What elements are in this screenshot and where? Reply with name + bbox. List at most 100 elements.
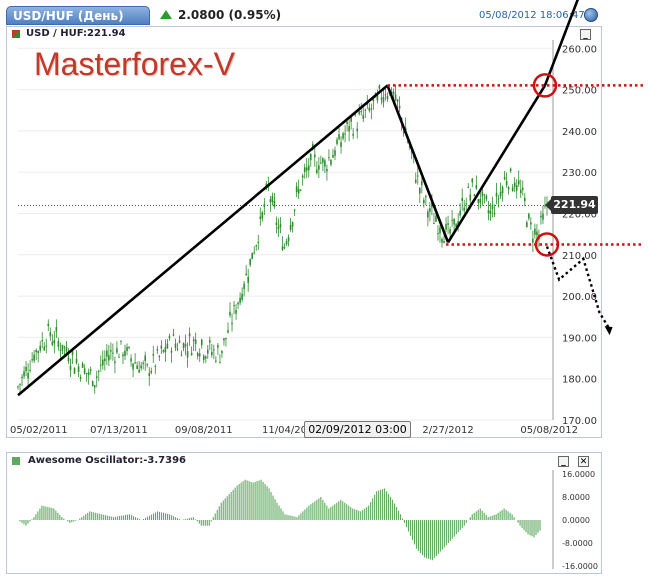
candle-body bbox=[269, 199, 272, 203]
symbol-tab[interactable]: USD/HUF (День) bbox=[6, 6, 150, 25]
candle-body bbox=[49, 332, 52, 337]
candle-body bbox=[235, 309, 237, 314]
candle-body bbox=[37, 351, 39, 353]
candle-body bbox=[53, 340, 56, 344]
candle-body bbox=[485, 195, 488, 199]
candle-body bbox=[328, 157, 330, 159]
candle-body bbox=[285, 241, 288, 245]
candle-body bbox=[170, 350, 173, 353]
candle-body bbox=[425, 196, 427, 198]
candle-body bbox=[517, 180, 520, 185]
highlight-circle bbox=[532, 73, 558, 98]
candle-body bbox=[61, 344, 64, 351]
trendline bbox=[386, 84, 450, 243]
candle-body bbox=[416, 175, 419, 177]
candle-body bbox=[346, 121, 348, 125]
candle-body bbox=[108, 355, 110, 361]
candle-body bbox=[378, 85, 381, 89]
candle-body bbox=[542, 213, 544, 220]
candle-body bbox=[461, 197, 463, 201]
candle-body bbox=[515, 185, 518, 191]
y-tick-label: 240.00 bbox=[562, 127, 597, 138]
candle-body bbox=[130, 358, 132, 362]
candle-body bbox=[505, 181, 508, 185]
candle-body bbox=[81, 363, 84, 368]
candle-body bbox=[245, 273, 247, 275]
candle-body bbox=[465, 203, 468, 205]
candle-body bbox=[344, 133, 346, 135]
candle-body bbox=[299, 189, 302, 191]
y-tick-label: 200.00 bbox=[562, 292, 597, 303]
candle-body bbox=[356, 128, 359, 132]
candle-body bbox=[441, 238, 443, 243]
candle-body bbox=[150, 370, 153, 373]
candle-body bbox=[160, 345, 163, 349]
candle-body bbox=[370, 108, 373, 110]
y-tick-label: 190.00 bbox=[562, 333, 597, 344]
candle-body bbox=[455, 223, 457, 227]
candle-body bbox=[172, 334, 175, 336]
candle-body bbox=[392, 91, 395, 95]
candle-body bbox=[528, 213, 530, 219]
candle-body bbox=[309, 154, 312, 161]
osc-y-tick-label: -16.0000 bbox=[562, 562, 598, 571]
candle-body bbox=[200, 339, 203, 346]
candle-body bbox=[174, 343, 177, 348]
candle-body bbox=[93, 385, 96, 388]
candle-body bbox=[146, 364, 149, 366]
y-tick-label: 230.00 bbox=[562, 168, 597, 179]
candle-body bbox=[386, 96, 389, 100]
candle-body bbox=[227, 330, 229, 333]
candle-body bbox=[330, 159, 332, 165]
candle-body bbox=[257, 242, 260, 244]
oscillator-minimize-button[interactable]: _ bbox=[558, 456, 569, 467]
candle-body bbox=[198, 353, 201, 357]
globe-icon[interactable] bbox=[584, 8, 598, 22]
candle-body bbox=[102, 359, 104, 366]
price-change: 2.0800 (0.95%) bbox=[178, 8, 282, 22]
candle-body bbox=[57, 340, 60, 347]
osc-y-tick-label: 0.0000 bbox=[562, 516, 590, 525]
candle-body bbox=[31, 359, 33, 361]
candle-body bbox=[322, 158, 324, 163]
oscillator-close-button[interactable]: ✕ bbox=[578, 456, 589, 467]
candle-body bbox=[259, 216, 262, 220]
candle-body bbox=[457, 221, 459, 225]
crosshair-time-label: 02/09/2012 03:00 bbox=[304, 421, 411, 438]
candle-body bbox=[114, 361, 116, 364]
candle-body bbox=[194, 339, 197, 344]
candle-body bbox=[382, 96, 385, 103]
candle-body bbox=[39, 345, 42, 351]
candle-body bbox=[29, 370, 31, 372]
candle-body bbox=[459, 210, 461, 216]
candle-body bbox=[279, 224, 282, 228]
candle-body bbox=[398, 105, 401, 109]
candle-body bbox=[479, 198, 482, 203]
candle-body bbox=[140, 365, 142, 369]
candle-body bbox=[184, 344, 187, 347]
candle-body bbox=[126, 347, 128, 352]
candle-body bbox=[499, 191, 502, 197]
candle-body bbox=[217, 345, 219, 348]
minimize-button[interactable]: _ bbox=[580, 29, 591, 40]
projection-arrowhead bbox=[604, 326, 613, 336]
candle-body bbox=[196, 352, 199, 357]
y-tick-label: 250.00 bbox=[562, 86, 597, 97]
candle-body bbox=[213, 349, 215, 351]
candle-body bbox=[192, 339, 195, 342]
candle-body bbox=[366, 103, 369, 105]
candle-body bbox=[477, 199, 480, 203]
x-tick-label: 05/02/2011 bbox=[10, 425, 68, 436]
candle-body bbox=[326, 169, 328, 172]
last-price-tag: 221.94 bbox=[545, 196, 598, 214]
candle-body bbox=[469, 194, 472, 201]
candle-body bbox=[445, 224, 447, 230]
candle-body bbox=[110, 350, 112, 352]
x-tick-label: 11/04/20 bbox=[262, 425, 307, 436]
candle-body bbox=[380, 97, 383, 100]
candle-body bbox=[511, 187, 514, 192]
candle-body bbox=[41, 339, 44, 342]
candle-body bbox=[530, 222, 532, 225]
trendline bbox=[446, 84, 547, 244]
